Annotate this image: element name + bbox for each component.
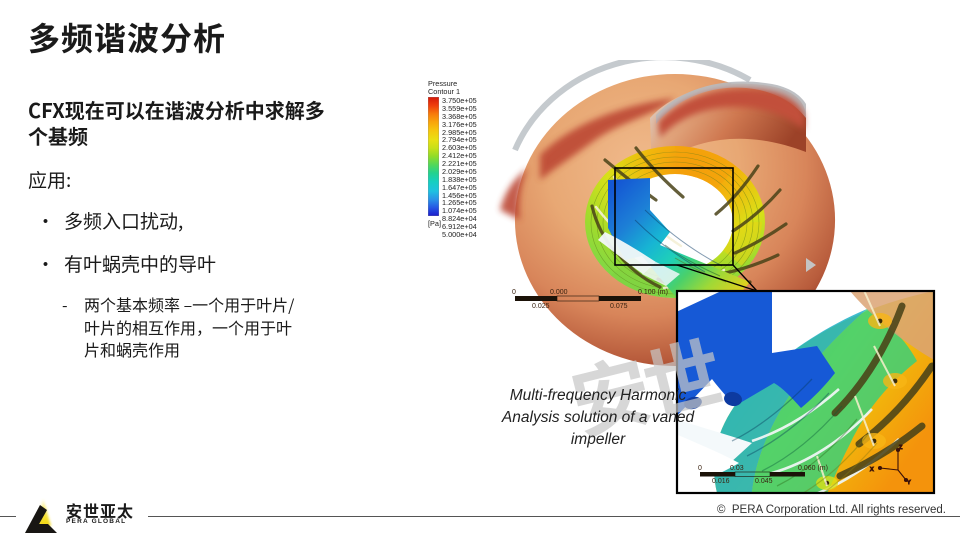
svg-text:0.045: 0.045 — [755, 478, 773, 485]
svg-text:0.075: 0.075 — [610, 303, 628, 310]
svg-text:0.03: 0.03 — [730, 465, 744, 472]
svg-text:0: 0 — [698, 465, 702, 472]
svg-text:X: X — [870, 467, 874, 473]
svg-text:0: 0 — [512, 289, 516, 296]
svg-text:0.016: 0.016 — [712, 478, 730, 485]
svg-text:0.025: 0.025 — [532, 303, 550, 310]
svg-text:0.100 (m): 0.100 (m) — [638, 289, 668, 296]
svg-text:Y: Y — [907, 480, 911, 486]
svg-text:0.000: 0.000 — [550, 289, 568, 296]
svg-text:0.060 (m): 0.060 (m) — [798, 465, 828, 472]
